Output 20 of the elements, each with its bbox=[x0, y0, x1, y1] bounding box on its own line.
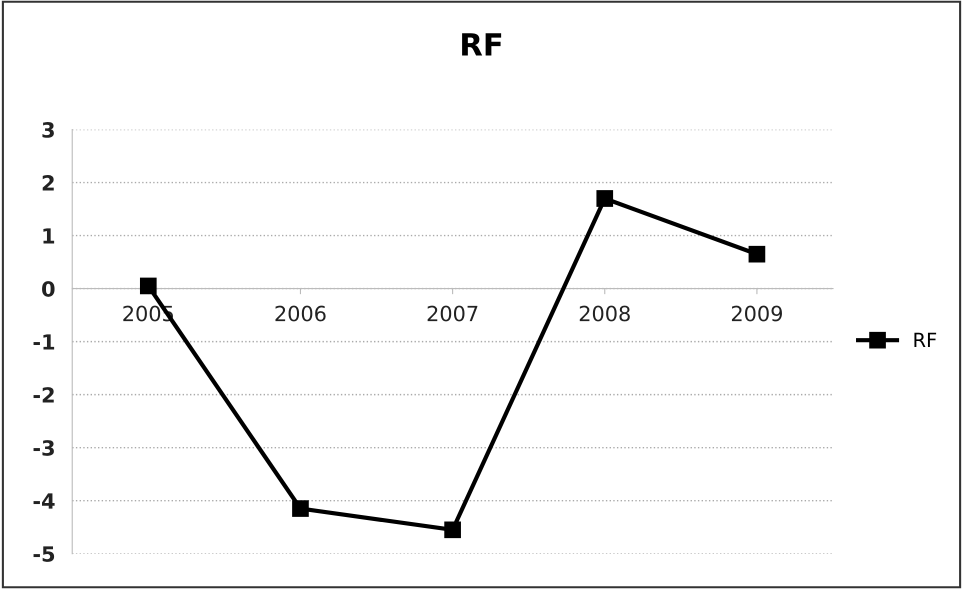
point bbox=[444, 521, 461, 538]
y-tick-label: 3 bbox=[42, 122, 54, 138]
x-tick-label: 2009 bbox=[732, 306, 782, 322]
y-tick-label: 1 bbox=[43, 228, 54, 244]
x-tick-label: 2007 bbox=[428, 306, 478, 322]
y-tick-label: -5 bbox=[34, 546, 54, 562]
x-tick-label: 2006 bbox=[275, 306, 326, 322]
point bbox=[748, 246, 766, 262]
y-tick-label: 2 bbox=[42, 175, 54, 191]
legend-label: RF bbox=[914, 332, 936, 347]
y-tick-label: -2 bbox=[34, 387, 54, 403]
chart-title: RF bbox=[462, 33, 502, 56]
y-tick-label: -1 bbox=[34, 334, 54, 350]
point bbox=[596, 190, 614, 207]
x-tick-label: 2008 bbox=[580, 306, 630, 322]
point bbox=[140, 278, 157, 294]
point bbox=[292, 500, 309, 517]
y-tick-label: -4 bbox=[34, 493, 55, 509]
y-tick-label: 0 bbox=[42, 281, 55, 297]
y-tick-label: -3 bbox=[34, 440, 54, 456]
